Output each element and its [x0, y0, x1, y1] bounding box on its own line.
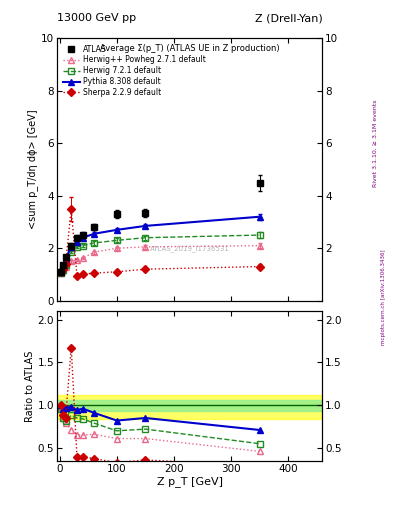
Text: Rivet 3.1.10, ≥ 3.1M events: Rivet 3.1.10, ≥ 3.1M events [373, 100, 378, 187]
Text: Z (Drell-Yan): Z (Drell-Yan) [255, 13, 322, 23]
Y-axis label: Ratio to ATLAS: Ratio to ATLAS [25, 350, 35, 421]
X-axis label: Z p_T [GeV]: Z p_T [GeV] [157, 476, 222, 487]
Text: mcplots.cern.ch [arXiv:1306.3436]: mcplots.cern.ch [arXiv:1306.3436] [381, 249, 386, 345]
Text: Average Σ(p_T) (ATLAS UE in Z production): Average Σ(p_T) (ATLAS UE in Z production… [100, 44, 279, 53]
Y-axis label: <sum p_T/dη dϕ> [GeV]: <sum p_T/dη dϕ> [GeV] [28, 110, 38, 229]
Bar [57, 399, 322, 411]
Text: ATLAS_2019_I1736531: ATLAS_2019_I1736531 [150, 245, 230, 251]
Text: 13000 GeV pp: 13000 GeV pp [57, 13, 136, 23]
Bar [57, 395, 322, 419]
Legend: ATLAS, Herwig++ Powheg 2.7.1 default, Herwig 7.2.1 default, Pythia 8.308 default: ATLAS, Herwig++ Powheg 2.7.1 default, He… [61, 42, 208, 99]
